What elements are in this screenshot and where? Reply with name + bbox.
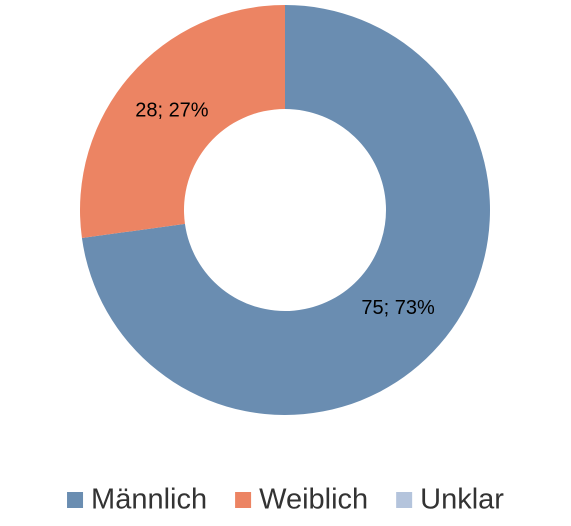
data-label: 28; 27% [135,100,209,122]
legend-label: Unklar [420,484,504,516]
legend-swatch [67,492,84,508]
legend-swatch [396,492,413,508]
data-label: 75; 73% [361,297,435,319]
donut-slice [79,5,285,239]
legend-label: Weiblich [259,484,368,516]
legend-swatch [235,492,252,508]
donut-slice [81,5,491,415]
legend-label: Männlich [91,484,207,516]
